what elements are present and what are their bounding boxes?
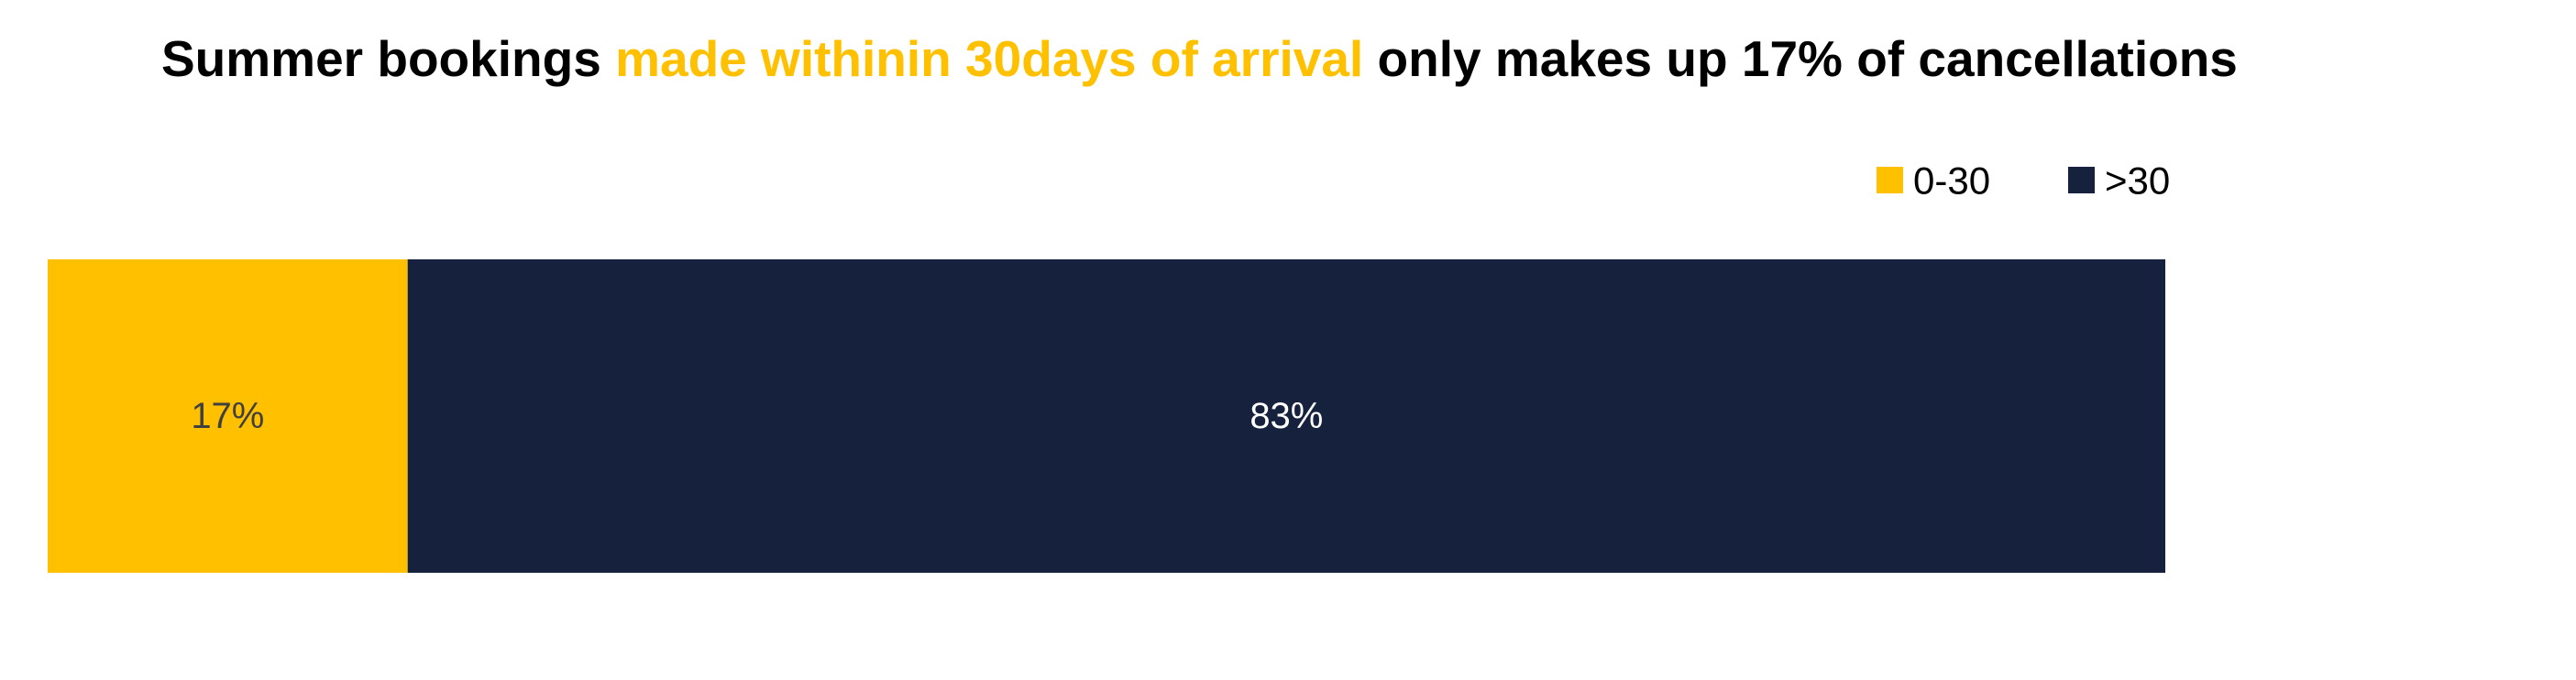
legend-label: 0-30 xyxy=(1913,159,1990,203)
data-label-group: 17% 83% xyxy=(191,396,1323,436)
title-text: Summer bookings xyxy=(161,30,616,87)
title-text: only makes up 17% of cancellations xyxy=(1363,30,2238,87)
bar-segment-within-30 xyxy=(48,259,408,573)
legend-label: >30 xyxy=(2105,159,2170,203)
title-highlight: made withinin 30days of arrival xyxy=(615,30,1364,87)
legend-swatch xyxy=(2068,167,2095,193)
bar-data-label: 83% xyxy=(1249,396,1323,436)
bar-group xyxy=(48,259,2166,573)
legend: 0-30 >30 xyxy=(1877,159,2170,203)
bar-segment-over-30 xyxy=(407,259,2166,573)
legend-swatch xyxy=(1877,167,1903,193)
bar-data-label: 17% xyxy=(191,396,264,436)
chart-title: Summer bookings made withinin 30days of … xyxy=(161,27,2238,91)
